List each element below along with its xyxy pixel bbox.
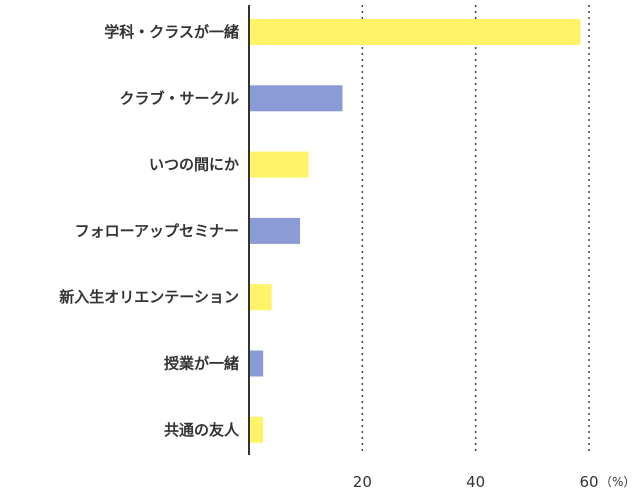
x-tick-label: 60 <box>579 473 598 491</box>
category-label: クラブ・サークル <box>119 89 239 107</box>
x-tick-label: 40 <box>466 473 485 491</box>
bar <box>249 85 343 112</box>
category-label: 新入生オリエンテーション <box>59 288 239 306</box>
x-tick-label: 20 <box>353 473 372 491</box>
bar <box>249 151 309 178</box>
category-label: 共通の友人 <box>164 421 240 439</box>
category-label: 学科・クラスが一緒 <box>104 23 239 41</box>
category-label: 授業が一緒 <box>164 355 239 373</box>
x-tick-labels: 20 40 60 <box>353 473 599 491</box>
gridlines <box>361 5 590 455</box>
bar <box>249 350 264 377</box>
bar <box>249 416 264 443</box>
bar <box>249 284 272 311</box>
bars <box>249 19 581 443</box>
bar <box>249 19 581 45</box>
category-label: いつの間にか <box>149 156 239 174</box>
bar <box>249 217 300 244</box>
x-axis-unit: （%） <box>600 475 635 489</box>
category-labels: 学科・クラスが一緒クラブ・サークルいつの間にかフォローアップセミナー新入生オリエ… <box>59 23 240 439</box>
category-label: フォローアップセミナー <box>75 222 239 240</box>
